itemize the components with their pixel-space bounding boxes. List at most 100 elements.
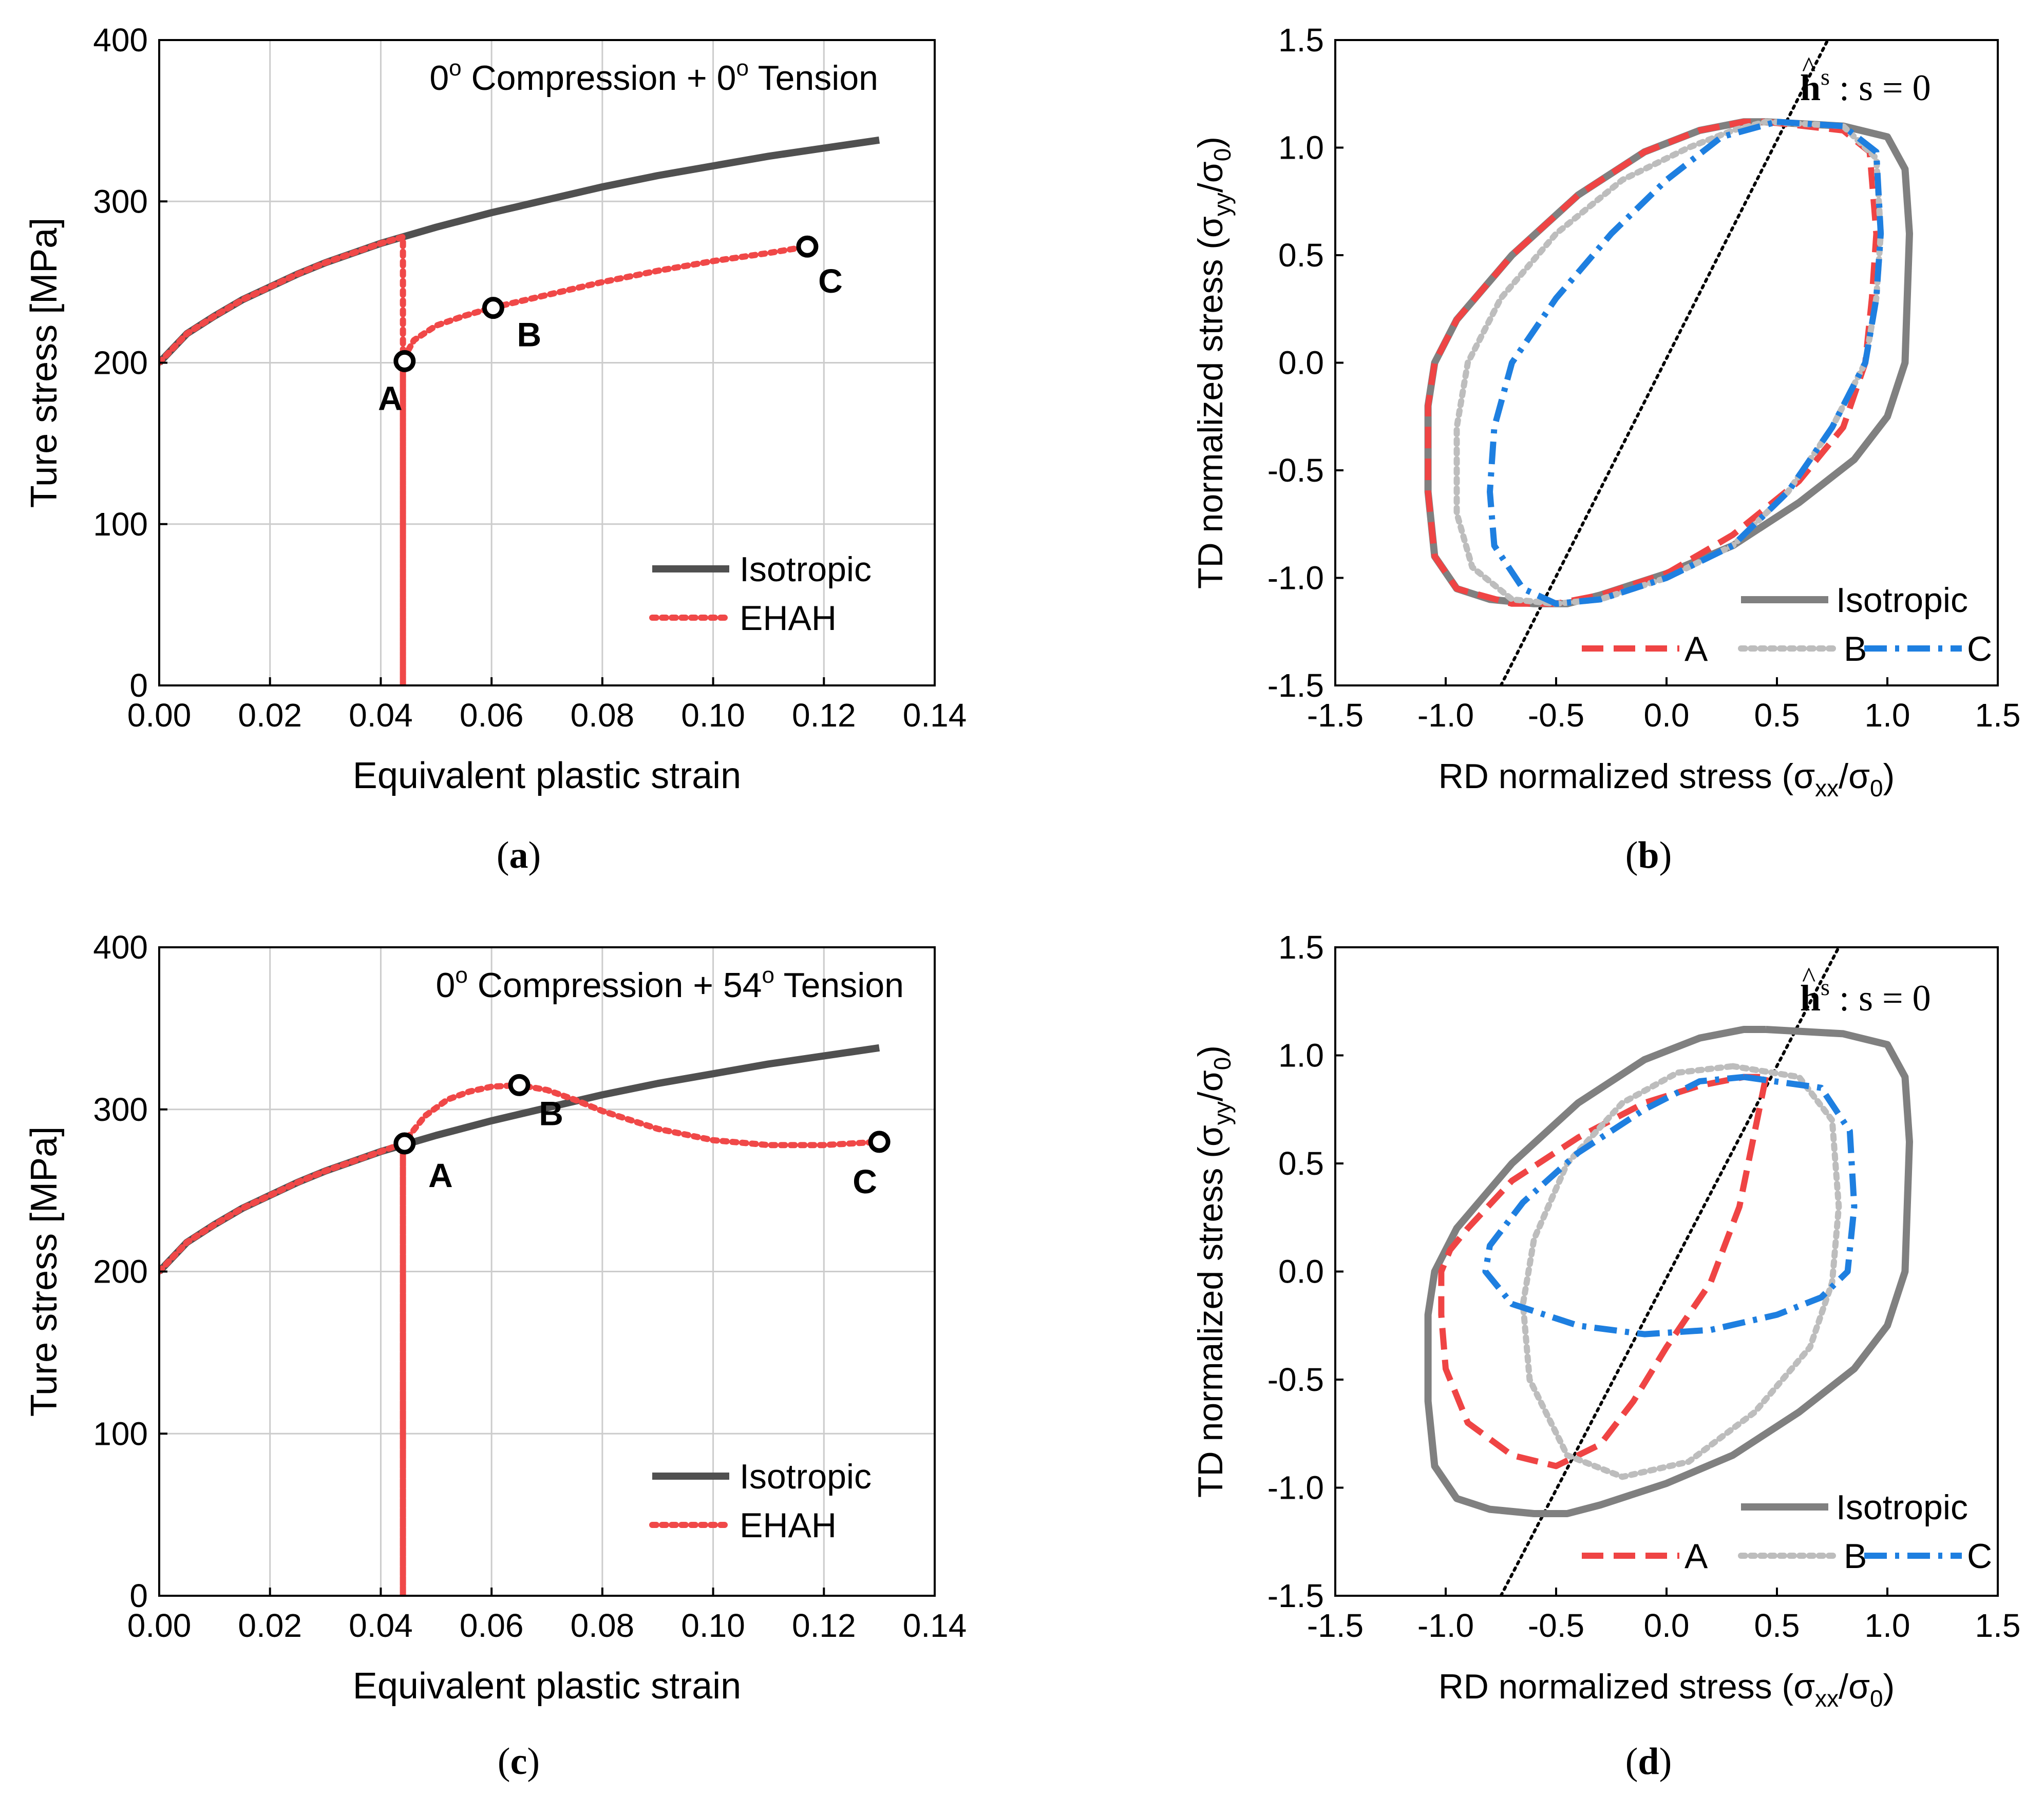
x-label-paren: ) (1883, 1667, 1895, 1706)
series-ehah-line (159, 1082, 883, 1596)
x-tick-label: 0.12 (792, 697, 856, 734)
y-label-paren: ) (1191, 1045, 1230, 1057)
series-isotropic-line (1424, 118, 1913, 607)
point-a-marker (393, 1132, 416, 1155)
legend-label-a: A (1685, 1537, 1708, 1576)
x-label-text: RD normalized stress ( (1439, 757, 1794, 796)
y-tick-label: -0.5 (1267, 452, 1324, 489)
legend: Isotropic EHAH (649, 1457, 872, 1545)
y-tick-label: 0.5 (1278, 237, 1324, 274)
series-a-line (1425, 119, 1880, 607)
equation-text: : s = 0 (1830, 978, 1931, 1019)
y-tick-label: 0 (129, 667, 148, 704)
point-c-marker (868, 1131, 891, 1153)
x-tick-label: 0.10 (681, 1607, 745, 1644)
x-tick-label: 0.0 (1644, 697, 1690, 734)
neutral-plane-line (1499, 947, 1841, 1596)
x-tick-label: 0.08 (571, 697, 635, 734)
series-b-line (1453, 119, 1884, 607)
annotation-degree: o (736, 55, 748, 81)
annotation-degree: o (762, 963, 774, 988)
legend-label-isotropic: Isotropic (1836, 1488, 1968, 1527)
legend-label-isotropic: Isotropic (740, 550, 872, 589)
x-tick-label: 0.04 (349, 1607, 413, 1644)
panel-caption: (b) (1625, 834, 1672, 876)
x-label-sub: 0 (1870, 1685, 1883, 1712)
y-tick-label: 1.5 (1278, 929, 1324, 966)
annotation-text: Tension (749, 59, 878, 98)
caption-letter: c (510, 1741, 527, 1783)
series-b-line (1520, 1063, 1842, 1480)
x-label-sub: 0 (1870, 775, 1883, 801)
x-tick-label: 0.04 (349, 697, 413, 734)
legend: Isotropic A B C (1582, 1488, 1992, 1576)
y-tick-label: 100 (93, 506, 148, 543)
loading-path-annotation: 0o Compression + 54o Tension (436, 963, 904, 1005)
annotation-text: 0 (429, 59, 449, 98)
y-label-text: TD normalized stress ( (1191, 1147, 1230, 1498)
annotation-text: Compression + 54 (468, 966, 762, 1005)
y-tick-label: 200 (93, 345, 148, 381)
loading-path-annotation: 0o Compression + 0o Tension (429, 55, 878, 98)
x-label-paren: ) (1883, 757, 1895, 796)
y-axis-label: TD normalized stress (σyy/σ0) (1191, 137, 1236, 589)
x-tick-label: -1.5 (1307, 1607, 1364, 1644)
series-c-line (1482, 1074, 1858, 1338)
equation-superscript: s (1821, 974, 1830, 1000)
caption-paren: ) (1659, 1741, 1672, 1783)
x-tick-label: 0.00 (127, 1607, 192, 1644)
legend-label-ehah: EHAH (740, 599, 837, 638)
x-tick-label: 0.5 (1754, 697, 1800, 734)
annotation-text: Compression + 0 (462, 59, 736, 98)
point-c-marker (796, 235, 819, 258)
point-b-label: B (517, 316, 542, 354)
x-label-sigma: σ (1793, 1667, 1815, 1706)
x-axis-label: Equivalent plastic strain (353, 755, 741, 796)
caption-letter: b (1638, 834, 1659, 876)
neutral-plane-equation: hs : s = 0 (1800, 974, 1931, 1019)
x-label-sub: xx (1815, 775, 1839, 801)
x-tick-label: 0.02 (238, 697, 302, 734)
x-tick-label: 0.12 (792, 1607, 856, 1644)
caption-paren: ) (1659, 834, 1672, 876)
x-axis-label: RD normalized stress (σxx/σ0) (1439, 757, 1895, 801)
caption-paren: ) (528, 834, 541, 876)
point-c-label: C (853, 1162, 877, 1200)
x-tick-label: -1.0 (1417, 1607, 1474, 1644)
annotation-degree: o (449, 55, 461, 81)
x-tick-label: 0.10 (681, 697, 745, 734)
x-tick-label: 0.02 (238, 1607, 302, 1644)
y-tick-label: 400 (93, 929, 148, 966)
x-tick-label: -1.0 (1417, 697, 1474, 734)
x-tick-label: -0.5 (1528, 697, 1584, 734)
x-tick-label: 0.06 (460, 1607, 524, 1644)
legend-label-isotropic: Isotropic (1836, 581, 1968, 620)
y-label-sub: 0 (1209, 1057, 1236, 1071)
y-tick-label: 0.0 (1278, 1253, 1324, 1290)
x-tick-label: -0.5 (1528, 1607, 1584, 1644)
panel-c: A B C 0.00 0.02 0.04 0.06 0.08 0.10 0.12 0.14 0 100 2… (24, 929, 967, 1783)
point-a-label: A (378, 379, 403, 417)
equation-h: h (1800, 978, 1821, 1019)
panel-caption: (d) (1625, 1741, 1672, 1783)
series-ehah-line (159, 234, 810, 685)
point-b-marker (482, 297, 504, 319)
x-label-text: RD normalized stress ( (1439, 1667, 1794, 1706)
panel-a: A B C 0.00 0.02 0.04 0.06 0.08 0.10 0.12 0.14 0 100 2… (24, 22, 967, 876)
y-tick-label: 300 (93, 1091, 148, 1128)
point-c-label: C (818, 262, 843, 300)
plot-area (1424, 947, 1913, 1596)
point-a-label: A (428, 1156, 453, 1194)
x-tick-label: 0.14 (903, 1607, 967, 1644)
legend-label-b: B (1844, 629, 1867, 668)
y-tick-label: 400 (93, 22, 148, 59)
x-label-sigma: σ (1848, 757, 1870, 796)
y-label-sigma: σ (1191, 161, 1230, 183)
y-tick-label: 1.0 (1278, 1037, 1324, 1074)
x-tick-label: 0.14 (903, 697, 967, 734)
point-b-marker (508, 1074, 531, 1096)
x-tick-label: 1.5 (1975, 1607, 2021, 1644)
caption-paren: ) (527, 1741, 540, 1783)
series-isotropic-line (1424, 1026, 1913, 1517)
legend-label-a: A (1685, 629, 1708, 668)
